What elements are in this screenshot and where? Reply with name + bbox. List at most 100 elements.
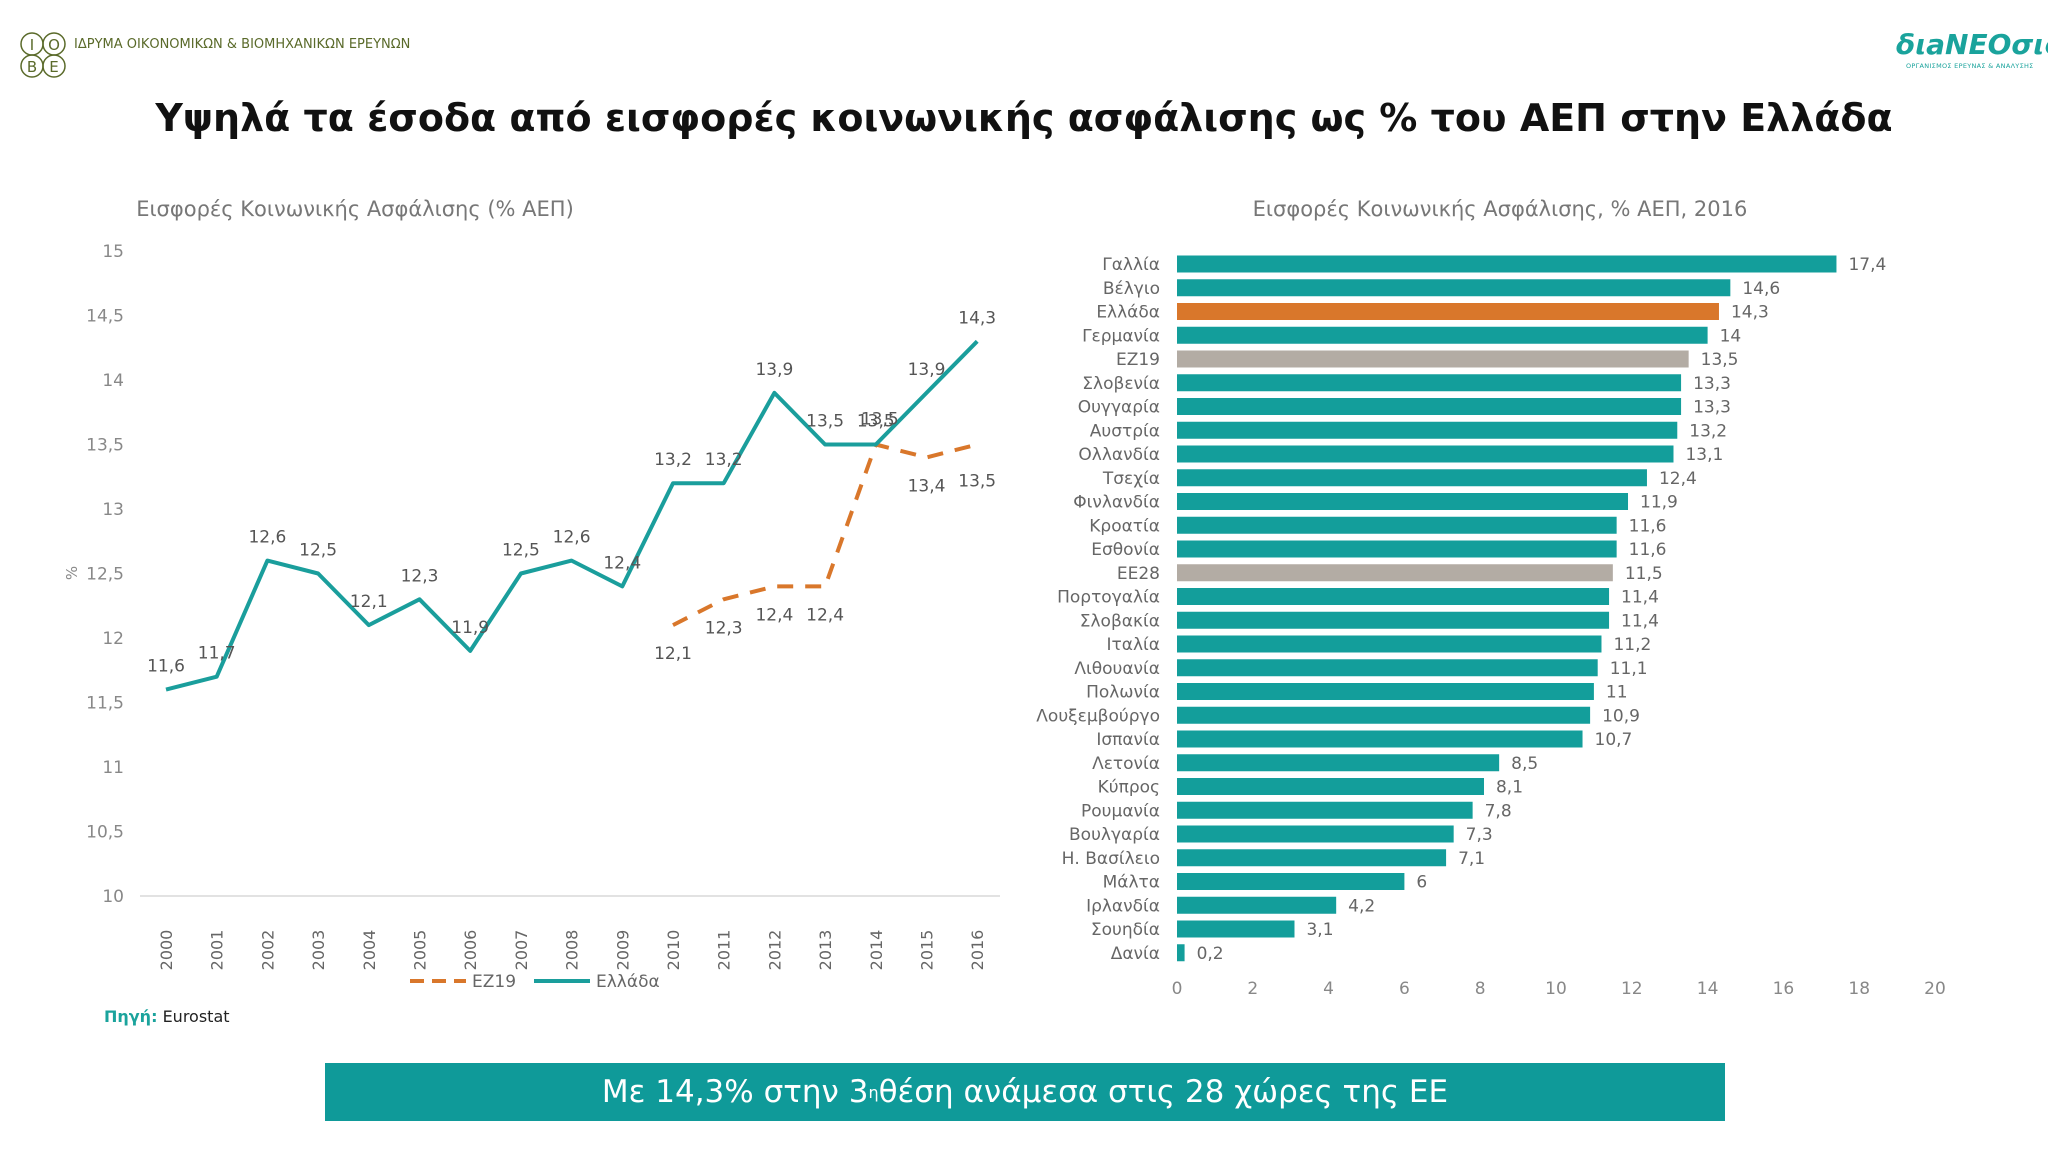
data-label: 8,5 [1511,754,1538,774]
x-tick-label: 2000 [157,930,176,971]
data-label: 10,9 [1602,706,1640,726]
bar [1177,374,1682,392]
data-label: 11,9 [1640,493,1678,513]
bar [1177,516,1617,534]
data-label: 11,9 [451,618,489,638]
svg-text:Β: Β [27,58,37,76]
data-label: 12,6 [553,528,591,548]
category-label: Ιρλανδία [1086,896,1160,916]
x-tick-label: 6 [1399,979,1410,999]
source-note: Πηγή: Eurostat [104,1007,230,1026]
legend-label: ΕΖ19 [472,972,516,992]
data-label: 11,6 [1629,540,1667,560]
category-label: Κροατία [1089,516,1160,536]
series-line-greece [165,339,979,692]
y-tick-label: 13 [102,500,124,520]
series-line-ez19 [672,442,978,627]
x-tick-label: 14 [1697,979,1719,999]
data-label: 13,3 [1693,374,1731,394]
data-label: 0,2 [1197,944,1224,964]
category-label: Κύπρος [1098,778,1160,798]
bar [1177,706,1591,724]
data-label: 11,1 [1610,659,1648,679]
data-label: 12,3 [705,618,743,638]
y-tick-label: 10 [102,887,124,907]
dianeosis-logo: διaΝΕΟσις [1896,28,2048,61]
x-tick-label: 12 [1621,979,1643,999]
data-label: 13,9 [908,360,946,380]
category-label: Ελλάδα [1096,303,1160,323]
category-label: Ισπανία [1096,730,1160,750]
x-tick-label: 2013 [816,930,835,971]
bar [1177,801,1473,819]
data-label: 6 [1416,873,1427,893]
bar [1177,279,1731,297]
x-tick-label: 2005 [411,930,430,971]
data-label: 13,5 [861,410,899,430]
x-tick-label: 2011 [715,930,734,971]
data-label: 11,2 [1613,635,1651,655]
category-label: Ουγγαρία [1078,398,1160,418]
bar [1177,421,1678,439]
data-label: 17,4 [1848,255,1886,275]
bar [1177,303,1719,320]
category-label: Αυστρία [1090,421,1160,441]
data-label: 12,4 [1659,469,1697,489]
category-label: Πολωνία [1086,683,1160,703]
y-tick-label: 11,5 [86,694,124,714]
bar [1177,611,1610,629]
svg-text:Ε: Ε [49,58,58,76]
y-tick-label: 10,5 [86,823,124,843]
data-label: 14,3 [958,308,996,328]
category-label: Γαλλία [1102,255,1160,275]
y-tick-label: 13,5 [86,436,124,456]
category-label: Λιθουανία [1074,659,1160,679]
data-label: 12,3 [401,566,439,586]
category-label: Μάλτα [1103,873,1160,893]
bar [1177,920,1295,938]
bar [1177,944,1185,962]
x-tick-label: 2015 [918,930,937,971]
category-label: Σουηδία [1091,920,1160,940]
line-chart-title: Εισφορές Κοινωνικής Ασφάλισης (% ΑΕΠ) [136,197,574,221]
y-tick-label: 14 [102,371,124,391]
x-tick-label: 2006 [461,930,480,971]
data-label: 13,9 [755,360,793,380]
bar [1177,849,1447,867]
category-label: Σλοβακία [1080,611,1160,631]
data-label: 4,2 [1348,896,1375,916]
dianeosis-subtitle: ΟΡΓΑΝΙΣΜΟΣ ΕΡΕΥΝΑΣ & ΑΝΑΛΥΣΗΣ [1906,62,2034,70]
x-tick-label: 2016 [968,930,987,971]
banner-superscript: η [868,1082,879,1102]
bar [1177,398,1682,415]
x-tick-label: 2014 [867,930,886,971]
data-label: 13,2 [654,450,692,470]
bar [1177,469,1647,487]
data-label: 13,4 [908,476,946,496]
category-label: Τσεχία [1102,469,1160,489]
x-tick-label: 16 [1773,979,1795,999]
data-label: 12,1 [654,644,692,664]
x-tick-label: 2003 [309,930,328,971]
data-label: 11,4 [1621,588,1659,608]
bar [1177,825,1454,843]
bar [1177,896,1337,914]
x-tick-label: 18 [1848,979,1870,999]
category-label: Λουξεμβούργο [1036,706,1160,726]
x-tick-label: 2009 [613,930,632,971]
banner-text: Με 14,3% στην 3 [601,1074,869,1110]
svg-text:Ο: Ο [48,36,60,54]
y-tick-label: 15 [102,242,124,262]
data-label: 7,1 [1458,849,1485,869]
data-label: 12,4 [603,553,641,573]
banner-text-end: θέση ανάμεσα στις 28 χώρες της ΕΕ [878,1074,1449,1110]
data-label: 14,6 [1742,279,1780,299]
x-tick-label: 2001 [208,930,227,971]
bar [1177,730,1583,748]
x-tick-label: 2002 [258,930,277,971]
legend-label: Ελλάδα [596,972,660,992]
category-label: Εσθονία [1091,540,1160,560]
x-tick-label: 2007 [512,930,531,971]
category-label: Γερμανία [1082,326,1160,346]
x-tick-label: 20 [1924,979,1946,999]
